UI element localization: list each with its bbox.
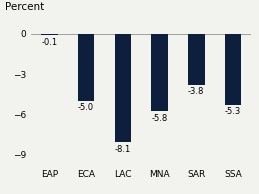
Text: -8.1: -8.1 bbox=[115, 145, 131, 154]
Text: -5.3: -5.3 bbox=[225, 107, 241, 116]
Bar bbox=[225, 34, 241, 105]
Bar bbox=[78, 34, 94, 101]
Bar bbox=[151, 34, 168, 112]
Text: Percent: Percent bbox=[5, 2, 44, 12]
Text: -5.0: -5.0 bbox=[78, 103, 94, 112]
Text: -0.1: -0.1 bbox=[41, 38, 57, 47]
Text: -3.8: -3.8 bbox=[188, 87, 204, 96]
Bar bbox=[114, 34, 131, 142]
Bar bbox=[188, 34, 205, 85]
Text: -5.8: -5.8 bbox=[152, 114, 168, 123]
Bar bbox=[41, 34, 57, 35]
